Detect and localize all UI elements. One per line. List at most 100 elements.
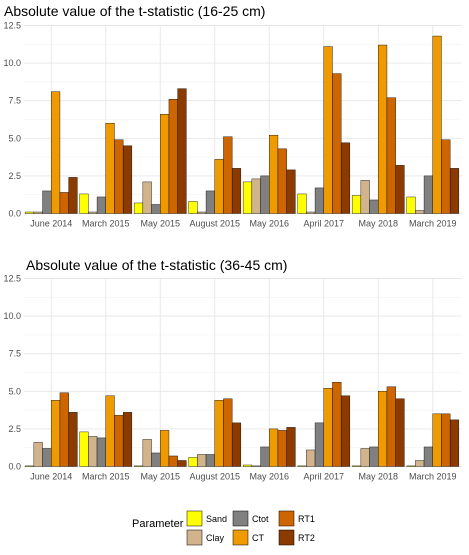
- bar-clay-may-2015: [142, 181, 152, 214]
- bar-clay-april-2017: [306, 211, 316, 214]
- bar-ctot-june-2014: [42, 448, 52, 467]
- bar-rt1-march-2019: [441, 139, 451, 214]
- bar-ctot-april-2017: [314, 422, 324, 467]
- y-tick-label: 0.0: [8, 209, 21, 219]
- legend-label-rt2: RT2: [298, 533, 315, 543]
- bar-clay-june-2014: [33, 442, 43, 467]
- bar-ctot-august-2015: [205, 454, 215, 467]
- bar-sand-june-2014: [24, 465, 35, 467]
- bar-sand-march-2015: [79, 431, 89, 467]
- bar-ct-may-2016: [269, 428, 279, 467]
- bar-sand-march-2019: [406, 465, 416, 467]
- y-tick-label: 12.5: [3, 274, 21, 284]
- bar-clay-may-2016: [251, 178, 261, 214]
- x-tick-label: August 2015: [189, 472, 240, 482]
- x-tick-label: March 2015: [82, 219, 130, 229]
- bar-rt2-may-2015: [177, 460, 187, 467]
- bar-ct-april-2017: [323, 46, 333, 214]
- bar-ct-may-2015: [160, 430, 170, 467]
- bar-rt2-may-2018: [395, 165, 405, 214]
- y-tick-label: 5.0: [8, 133, 21, 143]
- bar-rt1-march-2015: [114, 139, 124, 214]
- y-tick-label: 5.0: [8, 386, 21, 396]
- bar-rt2-march-2019: [449, 419, 460, 467]
- bar-sand-may-2016: [242, 464, 253, 467]
- bar-sand-august-2015: [188, 457, 198, 467]
- bar-rt2-june-2014: [68, 177, 78, 214]
- x-tick-label: August 2015: [189, 219, 240, 229]
- bar-clay-august-2015: [197, 211, 207, 214]
- x-tick-label: May 2016: [249, 472, 289, 482]
- bar-clay-april-2017: [306, 449, 316, 467]
- bar-sand-may-2015: [133, 202, 144, 214]
- y-tick-label: 2.5: [8, 424, 21, 434]
- bar-clay-june-2014: [33, 211, 43, 214]
- bar-rt1-may-2016: [277, 148, 287, 214]
- bar-sand-april-2017: [297, 465, 307, 467]
- x-tick-label: May 2016: [249, 219, 289, 229]
- y-tick-label: 10.0: [3, 58, 21, 68]
- bar-sand-may-2018: [351, 195, 362, 214]
- bar-rt1-june-2014: [59, 392, 69, 467]
- bar-rt2-april-2017: [340, 142, 351, 214]
- bar-rt2-may-2018: [395, 398, 405, 467]
- legend-label-rt1: RT1: [298, 514, 315, 524]
- y-tick-label: 10.0: [3, 311, 21, 321]
- bar-ctot-may-2015: [151, 452, 161, 467]
- x-tick-label: April 2017: [303, 472, 344, 482]
- x-tick-label: May 2018: [358, 219, 398, 229]
- x-tick-label: March 2019: [409, 472, 457, 482]
- bar-rt2-march-2015: [122, 412, 133, 467]
- legend-label-sand: Sand: [206, 514, 227, 524]
- plot-area-16-25cm: 0.0 2.5 5.0 7.5 10.0 12.5 June 2014 March 2015 M…: [3, 21, 462, 229]
- bar-rt1-june-2014: [59, 192, 69, 214]
- panel-36-45cm: Absolute value of the t-statistic (36-45…: [3, 257, 462, 482]
- bar-sand-march-2019: [406, 196, 416, 214]
- bar-ct-august-2015: [214, 159, 224, 214]
- legend-swatch-rt1: [278, 510, 295, 527]
- bar-clay-march-2015: [88, 436, 98, 467]
- bar-ct-august-2015: [214, 400, 224, 467]
- bar-rt2-august-2015: [231, 422, 242, 467]
- bar-ctot-may-2015: [151, 204, 161, 214]
- bar-rt1-august-2015: [223, 136, 233, 214]
- panel-16-25cm: Absolute value of the t-statistic (16-25…: [3, 3, 462, 229]
- y-tick-label: 7.5: [8, 349, 21, 359]
- bar-rt1-march-2019: [441, 413, 451, 467]
- bar-clay-march-2019: [415, 460, 425, 467]
- bar-ctot-august-2015: [205, 190, 215, 214]
- bar-rt1-april-2017: [332, 382, 342, 467]
- bar-ctot-march-2015: [96, 437, 106, 467]
- bar-rt1-may-2018: [386, 386, 396, 467]
- y-tick-label: 0.0: [8, 462, 21, 472]
- legend-swatch-ctot: [232, 510, 249, 527]
- legend-swatch-sand: [186, 510, 203, 527]
- x-tick-label: March 2019: [409, 219, 457, 229]
- bar-rt2-august-2015: [231, 168, 242, 214]
- bar-clay-march-2015: [88, 211, 98, 214]
- x-tick-label: April 2017: [303, 219, 344, 229]
- chart-title-36-45cm: Absolute value of the t-statistic (36-45…: [26, 257, 287, 273]
- bar-ct-march-2015: [105, 395, 115, 467]
- bar-clay-august-2015: [197, 454, 207, 467]
- bar-ct-june-2014: [51, 91, 61, 214]
- bar-rt1-may-2015: [168, 455, 178, 467]
- bar-clay-may-2018: [360, 180, 370, 214]
- bar-ct-march-2019: [432, 413, 442, 467]
- legend-swatch-ct: [232, 529, 249, 546]
- bar-ctot-march-2019: [423, 175, 433, 214]
- legend-items: Sand Clay Ctot CT RT1 RT2: [186, 510, 315, 546]
- bar-sand-march-2015: [79, 193, 89, 214]
- legend-label-clay: Clay: [206, 533, 225, 543]
- bar-rt1-march-2015: [114, 415, 124, 467]
- x-tick-label: May 2015: [140, 472, 180, 482]
- legend-label-ct: CT: [252, 533, 264, 543]
- bar-ct-may-2015: [160, 114, 170, 214]
- bar-ct-april-2017: [323, 388, 333, 467]
- y-tick-label: 7.5: [8, 96, 21, 106]
- legend-swatch-clay: [186, 529, 203, 546]
- x-tick-label: June 2014: [30, 472, 72, 482]
- bar-sand-may-2018: [351, 465, 362, 467]
